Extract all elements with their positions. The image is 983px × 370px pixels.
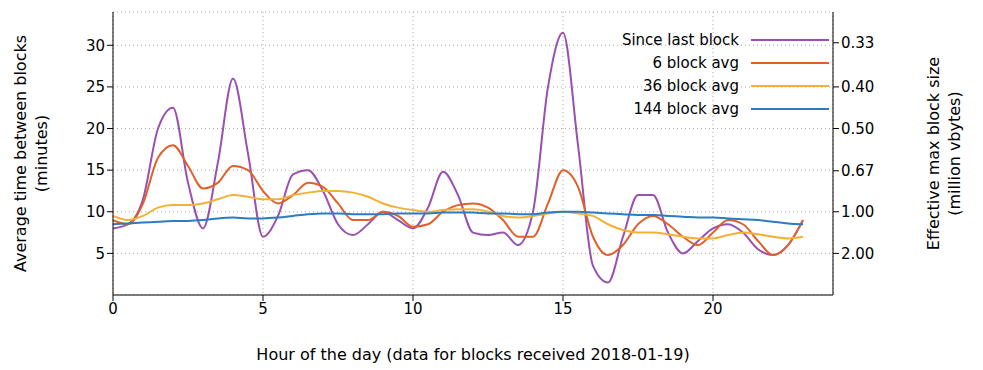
svg-text:2.00: 2.00 <box>841 245 874 263</box>
svg-text:(million vbytes): (million vbytes) <box>945 91 964 215</box>
svg-text:0.33: 0.33 <box>841 34 874 52</box>
svg-text:20: 20 <box>86 120 105 138</box>
svg-text:(minutes): (minutes) <box>32 115 51 192</box>
svg-text:25: 25 <box>86 78 105 96</box>
html-text:36 block avg: 36 block avg <box>643 77 739 95</box>
svg-text:5: 5 <box>95 245 105 263</box>
svg-text:30: 30 <box>86 37 105 55</box>
html-text:144 block avg: 144 block avg <box>633 100 739 118</box>
svg-text:Effective max block size: Effective max block size <box>924 57 943 250</box>
svg-text:15: 15 <box>86 161 105 179</box>
svg-text:20: 20 <box>703 300 722 318</box>
html-text:6 block avg: 6 block avg <box>652 54 739 72</box>
svg-text:0.50: 0.50 <box>841 120 874 138</box>
svg-text:15: 15 <box>553 300 572 318</box>
html-text:Since last block: Since last block <box>621 31 739 49</box>
svg-text:0.40: 0.40 <box>841 78 874 96</box>
svg-text:5: 5 <box>258 300 268 318</box>
svg-text:0.67: 0.67 <box>841 162 874 180</box>
svg-text:Hour of the day (data for bloc: Hour of the day (data for blocks receive… <box>256 345 689 364</box>
svg-text:10: 10 <box>86 203 105 221</box>
svg-text:10: 10 <box>403 300 422 318</box>
svg-text:1.00: 1.00 <box>841 203 874 221</box>
svg-text:Average time between blocks: Average time between blocks <box>11 35 30 272</box>
svg-text:0: 0 <box>108 300 118 318</box>
